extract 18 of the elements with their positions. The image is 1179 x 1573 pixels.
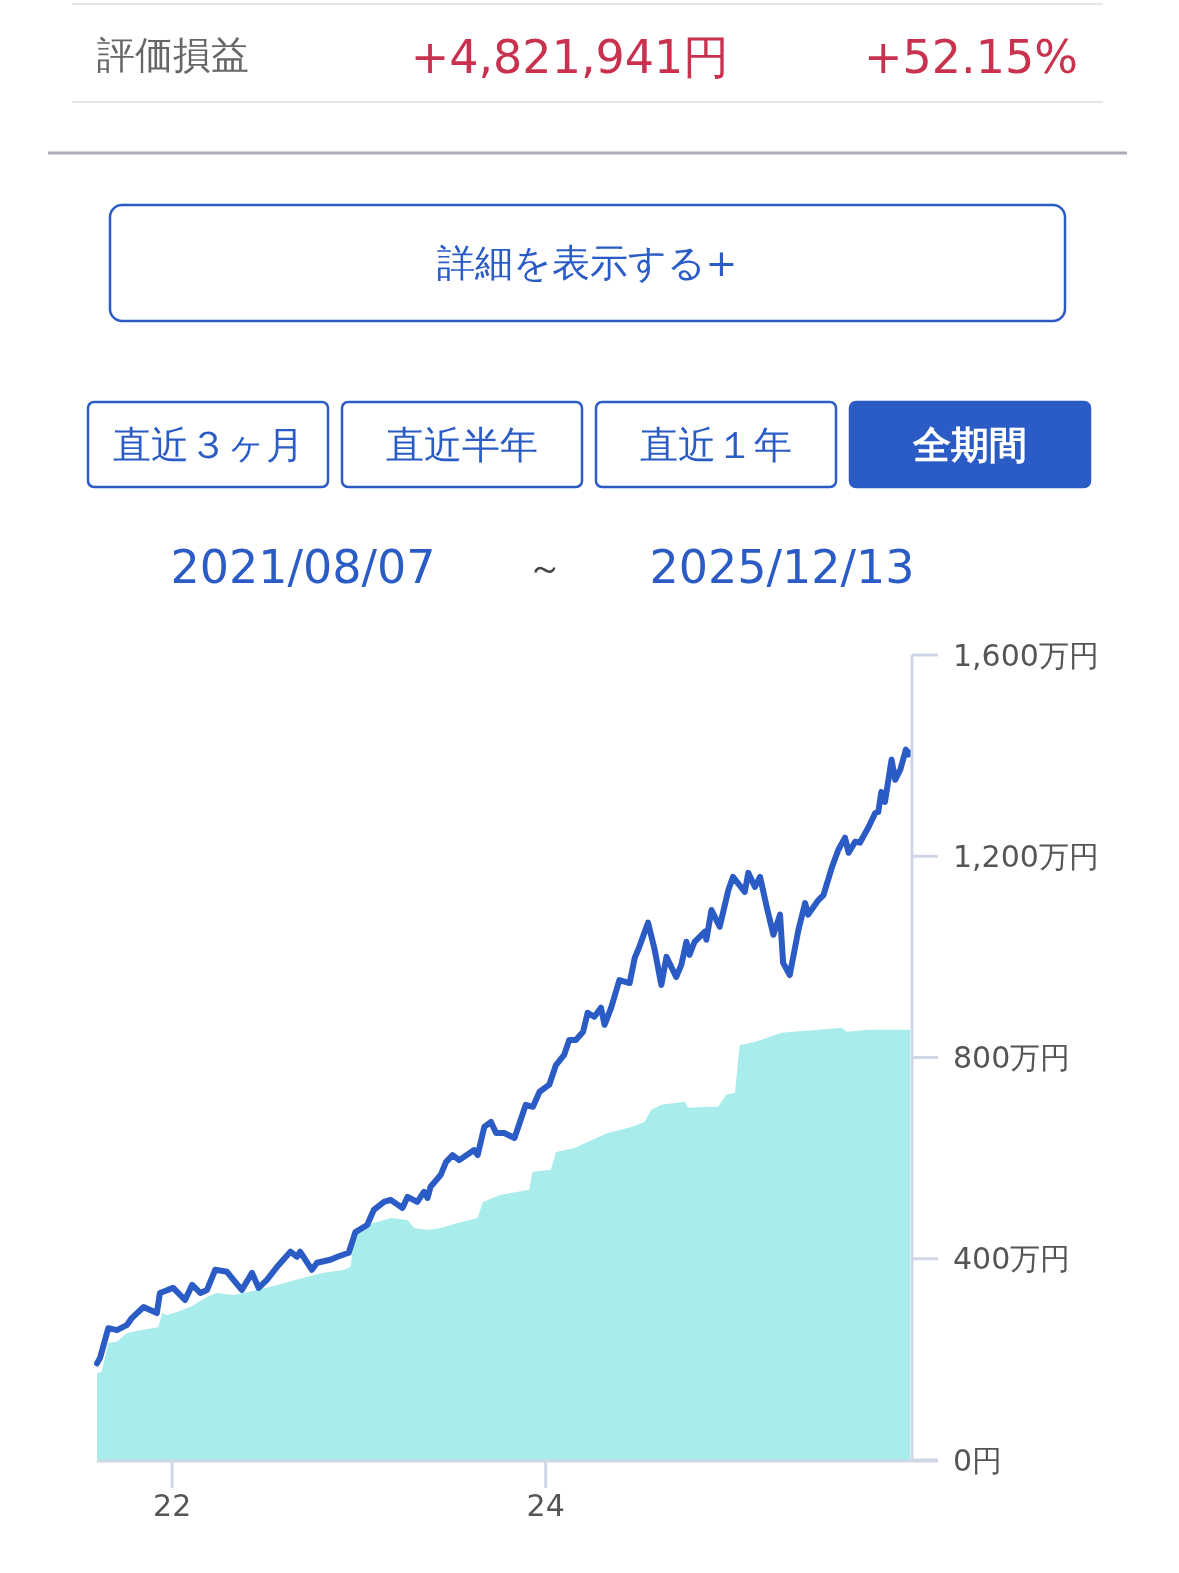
y-tick-label: 1,600万円 (953, 637, 1099, 673)
text: 直近半年 (386, 423, 538, 467)
text: +52.15% (864, 30, 1078, 84)
text: 詳細を表示する+ (436, 241, 738, 285)
x-tick-label: 22 (153, 1487, 192, 1523)
text: 2025/12/13 (649, 540, 915, 594)
y-tick-label: 400万円 (953, 1241, 1071, 1277)
x-tick-label: 24 (526, 1487, 565, 1523)
text: +4,821,941円 (410, 30, 730, 84)
text: 直近１年 (640, 423, 792, 467)
y-tick-label: 1,200万円 (953, 838, 1099, 874)
text: ～ (527, 546, 563, 588)
y-tick-label: 0円 (953, 1442, 1003, 1478)
text: 評価損益 (97, 33, 249, 77)
text: 2021/08/07 (170, 540, 436, 594)
text: 全期間 (912, 423, 1027, 467)
text: 直近３ヶ月 (112, 423, 304, 467)
y-tick-label: 800万円 (953, 1040, 1071, 1075)
